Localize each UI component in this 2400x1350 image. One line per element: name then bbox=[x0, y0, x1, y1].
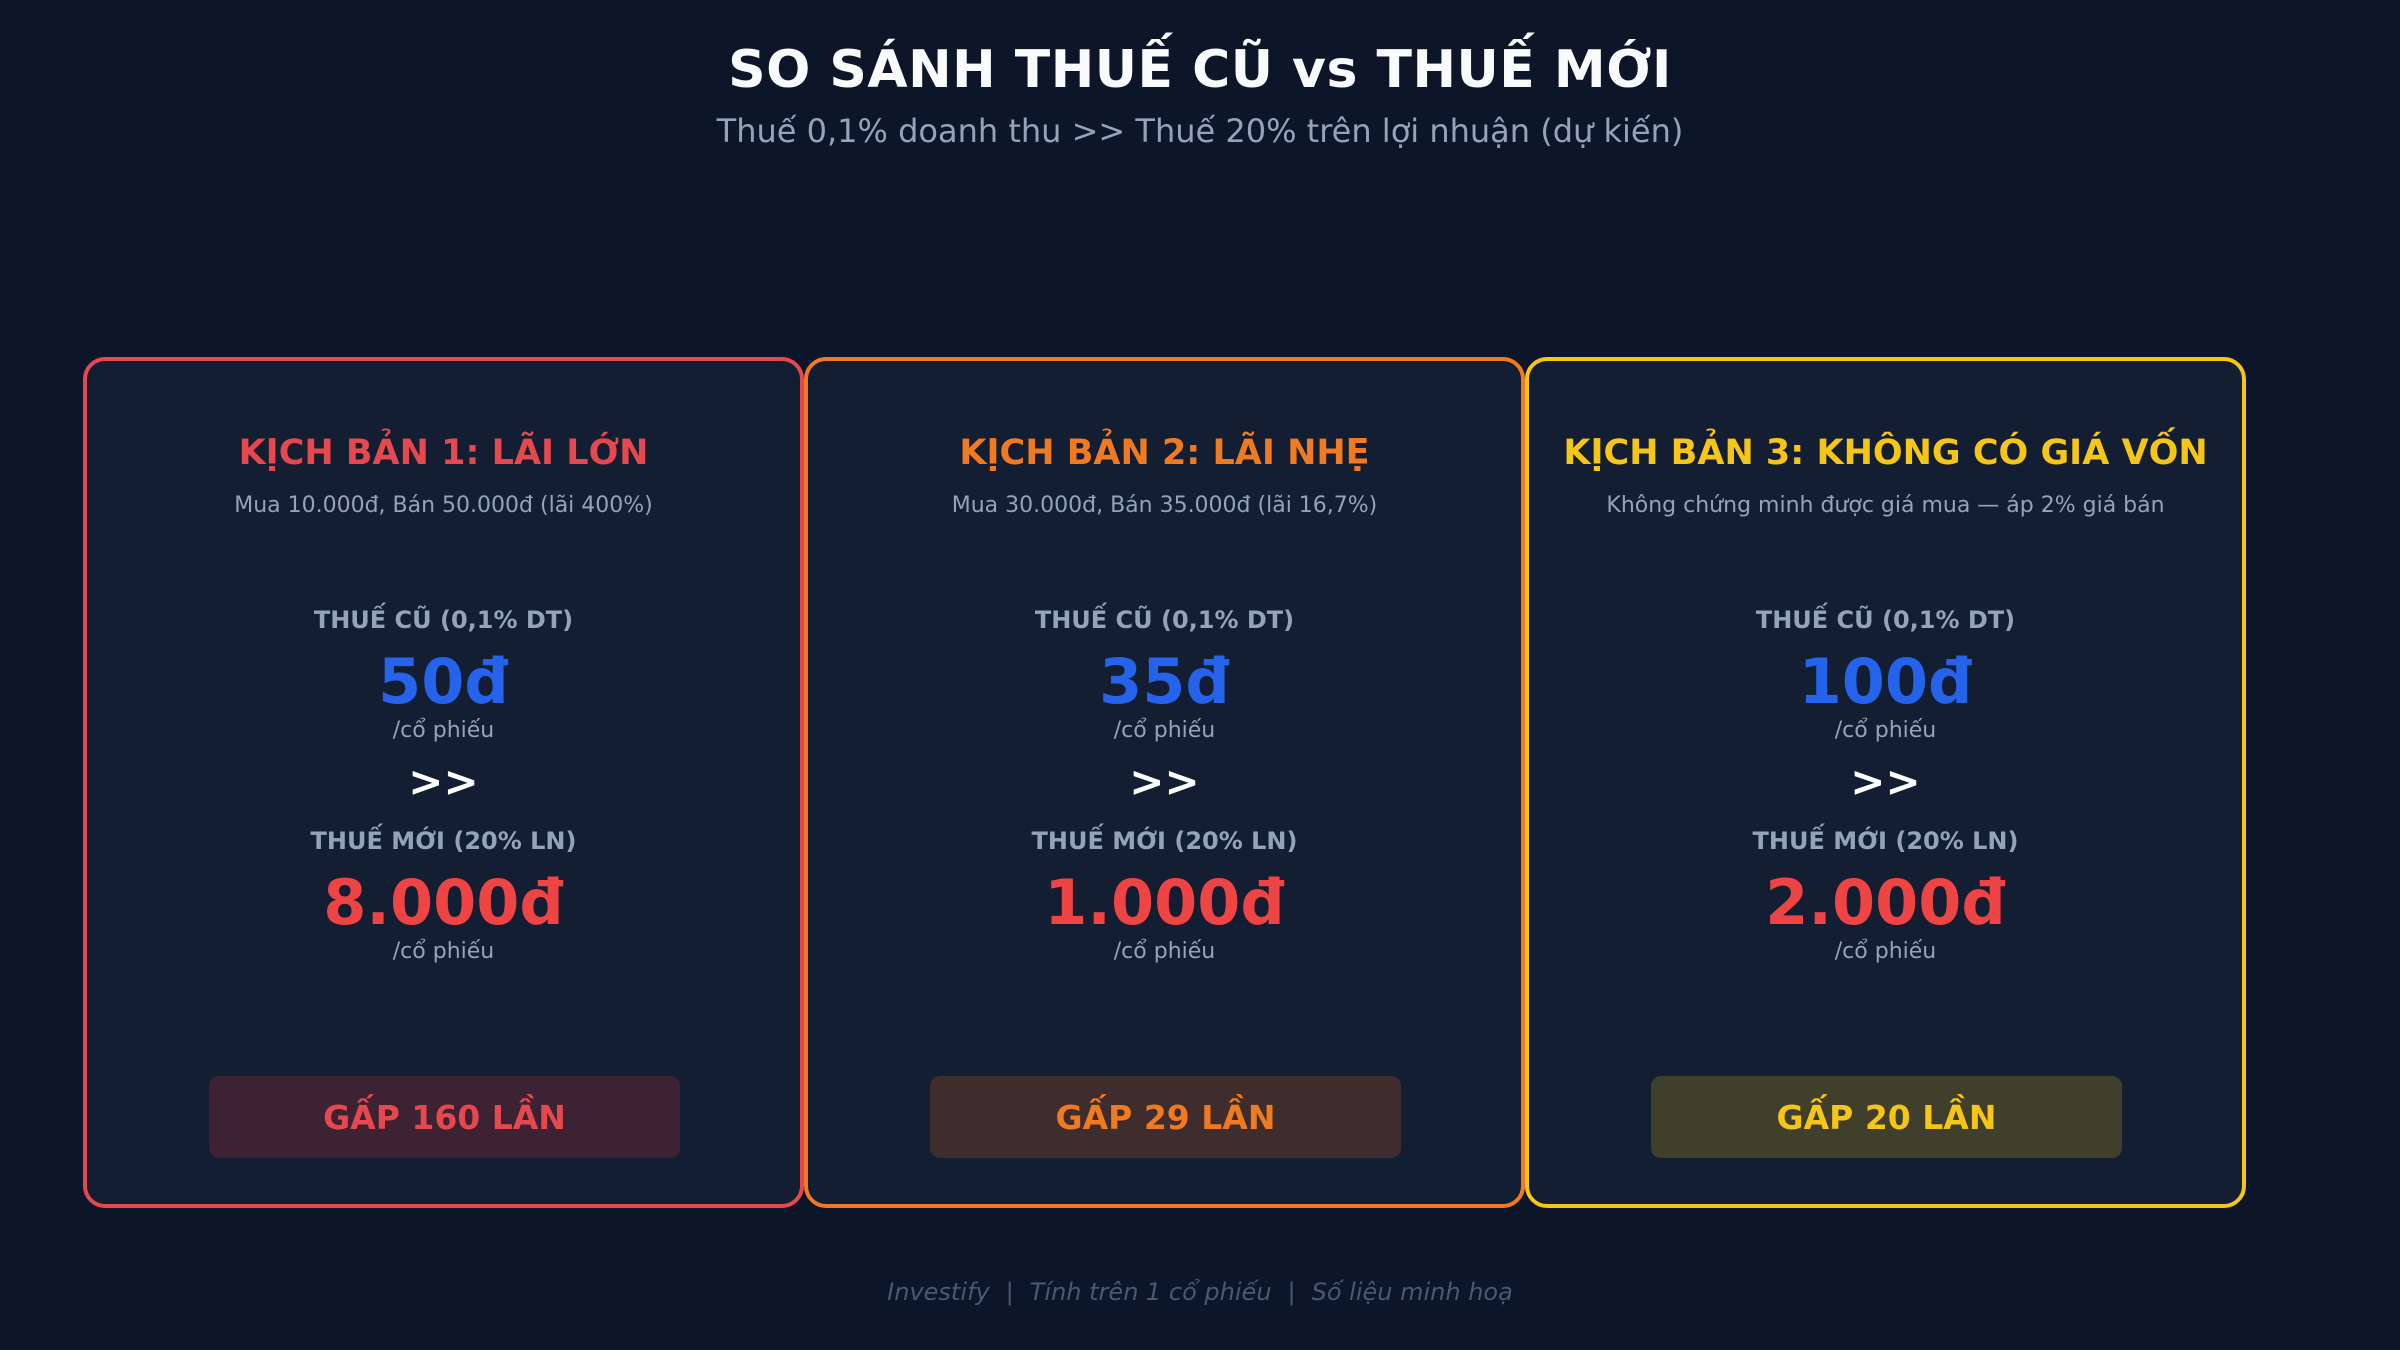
scenario-cards: KỊCH BẢN 1: LÃI LỚN Mua 10.000đ, Bán 50.… bbox=[83, 357, 2246, 1208]
multiplier-badge: GẤP 160 LẦN bbox=[209, 1076, 680, 1158]
new-tax-label: THUẾ MỚI (20% LN) bbox=[1031, 827, 1298, 856]
footer-brand: Investify bbox=[887, 1278, 990, 1306]
header: SO SÁNH THUẾ CŨ vs THUẾ MỚI Thuế 0,1% do… bbox=[0, 40, 2400, 150]
new-tax-amount: 8.000đ bbox=[323, 866, 564, 940]
new-tax-unit: /cổ phiếu bbox=[392, 939, 495, 965]
scenario-description: Mua 30.000đ, Bán 35.000đ (lãi 16,7%) bbox=[951, 493, 1378, 518]
page-subtitle: Thuế 0,1% doanh thu >> Thuế 20% trên lợi… bbox=[716, 112, 1684, 150]
arrow-icon: >> bbox=[1129, 757, 1200, 807]
new-tax-unit: /cổ phiếu bbox=[1834, 939, 1937, 965]
scenario-card-1: KỊCH BẢN 1: LÃI LỚN Mua 10.000đ, Bán 50.… bbox=[83, 357, 804, 1208]
old-tax-amount: 50đ bbox=[378, 645, 509, 718]
old-tax-amount: 100đ bbox=[1798, 645, 1973, 718]
new-tax-label: THUẾ MỚI (20% LN) bbox=[310, 827, 577, 856]
old-tax-unit: /cổ phiếu bbox=[1834, 718, 1937, 744]
scenario-title: KỊCH BẢN 3: KHÔNG CÓ GIÁ VỐN bbox=[1563, 433, 2208, 473]
old-tax-unit: /cổ phiếu bbox=[392, 718, 495, 744]
scenario-description: Không chứng minh được giá mua — áp 2% gi… bbox=[1606, 493, 2165, 518]
old-tax-label: THUẾ CŨ (0,1% DT) bbox=[313, 606, 574, 634]
footer-separator: | bbox=[1005, 1278, 1014, 1306]
page-title: SO SÁNH THUẾ CŨ vs THUẾ MỚI bbox=[728, 40, 1672, 100]
old-tax-amount: 35đ bbox=[1099, 645, 1230, 718]
multiplier-badge: GẤP 20 LẦN bbox=[1651, 1076, 2122, 1158]
scenario-title: KỊCH BẢN 2: LÃI NHẸ bbox=[959, 433, 1370, 473]
new-tax-amount: 1.000đ bbox=[1044, 866, 1285, 940]
old-tax-unit: /cổ phiếu bbox=[1113, 718, 1216, 744]
old-tax-label: THUẾ CŨ (0,1% DT) bbox=[1034, 606, 1295, 634]
scenario-title: KỊCH BẢN 1: LÃI LỚN bbox=[238, 433, 649, 473]
footer: Investify | Tính trên 1 cổ phiếu | Số liệu m… bbox=[0, 1278, 2400, 1306]
new-tax-amount: 2.000đ bbox=[1765, 866, 2006, 940]
scenario-description: Mua 10.000đ, Bán 50.000đ (lãi 400%) bbox=[234, 493, 653, 518]
footer-separator: | bbox=[1287, 1278, 1296, 1306]
new-tax-label: THUẾ MỚI (20% LN) bbox=[1752, 827, 2019, 856]
multiplier-badge: GẤP 29 LẦN bbox=[930, 1076, 1401, 1158]
footer-note-per-share: Tính trên 1 cổ phiếu bbox=[1029, 1278, 1272, 1306]
scenario-card-2: KỊCH BẢN 2: LÃI NHẸ Mua 30.000đ, Bán 35.… bbox=[804, 357, 1525, 1208]
arrow-icon: >> bbox=[1850, 757, 1921, 807]
new-tax-unit: /cổ phiếu bbox=[1113, 939, 1216, 965]
scenario-card-3: KỊCH BẢN 3: KHÔNG CÓ GIÁ VỐN Không chứng… bbox=[1525, 357, 2246, 1208]
arrow-icon: >> bbox=[408, 757, 479, 807]
old-tax-label: THUẾ CŨ (0,1% DT) bbox=[1755, 606, 2016, 634]
footer-note-illustrative: Số liệu minh hoạ bbox=[1311, 1278, 1513, 1306]
